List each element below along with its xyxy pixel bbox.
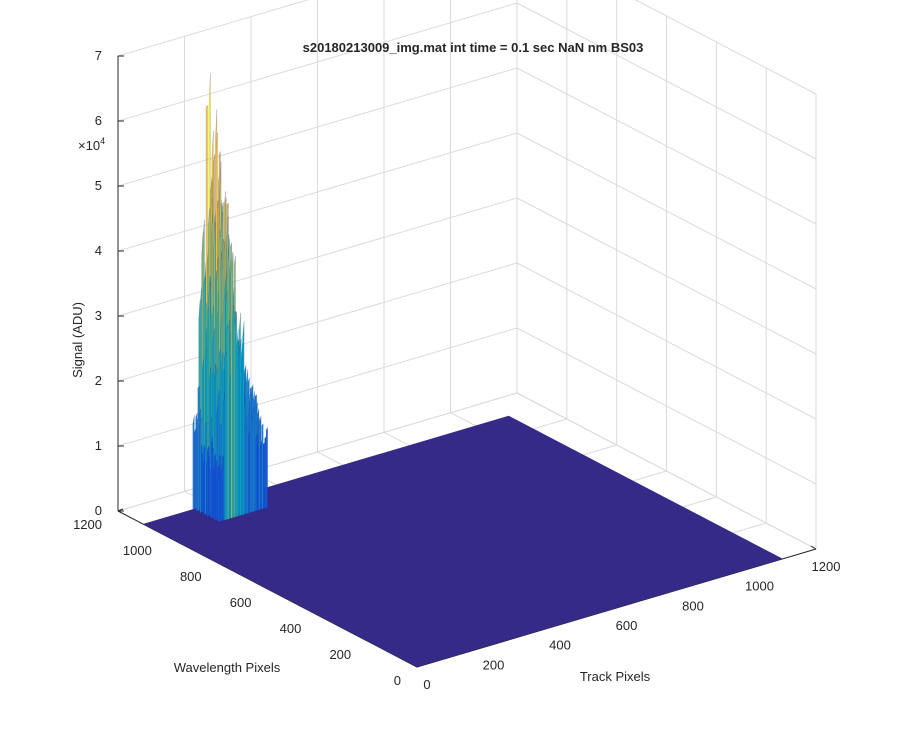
surface-peak-facet bbox=[255, 433, 258, 512]
surface-peak-facet bbox=[227, 319, 230, 520]
side-wall-grid-line bbox=[634, 0, 817, 95]
surface-peak-facet bbox=[241, 342, 243, 516]
x-tick-label: 0 bbox=[423, 677, 430, 692]
surface-peak-facet bbox=[251, 416, 254, 513]
back-wall-grid-line bbox=[117, 327, 518, 447]
y-axis-label: Wavelength Pixels bbox=[174, 660, 281, 675]
side-wall-grid-line bbox=[516, 392, 817, 550]
surface-plot bbox=[142, 73, 783, 667]
surface-peak-facet bbox=[219, 455, 221, 522]
back-wall-grid-line bbox=[117, 2, 518, 122]
surface-peak-facet bbox=[213, 453, 216, 521]
z-tick-label: 2 bbox=[95, 373, 102, 388]
x-tick-label: 1200 bbox=[812, 559, 841, 574]
back-wall-grid-line bbox=[117, 0, 310, 57]
y-tick-label: 1000 bbox=[123, 543, 152, 558]
x-tick-label: 1000 bbox=[745, 579, 774, 594]
surface-peak-facet bbox=[201, 453, 203, 513]
surface-peak-facet bbox=[208, 456, 211, 517]
surface-peak-facet bbox=[230, 251, 233, 519]
x-tick-label: 600 bbox=[616, 618, 638, 633]
surface-peak-facet bbox=[220, 467, 223, 522]
surface-peak-facet bbox=[217, 473, 220, 523]
surface-peak-facet bbox=[252, 406, 255, 512]
z-tick-label: 4 bbox=[95, 243, 102, 258]
x-axis-label: Track Pixels bbox=[580, 669, 651, 684]
surface-peak-facet bbox=[196, 418, 198, 512]
surface-base bbox=[142, 415, 783, 667]
surface-peak-facet bbox=[264, 436, 267, 509]
surface-peak-facet bbox=[223, 392, 226, 521]
y-tick-label: 0 bbox=[394, 673, 401, 688]
x-tick-mark bbox=[810, 545, 817, 550]
x-tick-label: 200 bbox=[483, 657, 505, 672]
surface-peak-facet bbox=[192, 415, 195, 510]
surface-peak-facet bbox=[224, 350, 227, 521]
surface-peak-facet bbox=[249, 387, 252, 513]
surface-peak-facet bbox=[254, 395, 256, 512]
side-wall-grid-line bbox=[516, 67, 817, 225]
surface-peak-facet bbox=[233, 311, 236, 518]
surface-peak-facet bbox=[229, 375, 232, 520]
side-wall-grid-line bbox=[516, 132, 817, 290]
y-tick-label: 1200 bbox=[73, 517, 102, 532]
side-wall-grid-line bbox=[516, 197, 817, 355]
surface-peak-facet bbox=[239, 338, 242, 516]
surface-peak-facet bbox=[260, 443, 262, 510]
surface-peak-facet bbox=[204, 421, 207, 515]
surface-peak-facet bbox=[206, 446, 209, 517]
y-tick-label: 800 bbox=[180, 569, 202, 584]
back-wall-grid-line bbox=[117, 392, 518, 512]
side-wall-grid-line bbox=[516, 327, 817, 485]
back-wall-grid-line bbox=[117, 197, 518, 317]
surface-peak-facet bbox=[194, 428, 196, 509]
chart-title: s20180213009_img.mat int time = 0.1 sec … bbox=[303, 40, 644, 55]
surface-peak-facet bbox=[245, 425, 248, 515]
z-multiplier: ×104 bbox=[78, 136, 105, 153]
z-tick-label: 7 bbox=[95, 48, 102, 63]
surface-peak-facet bbox=[257, 445, 259, 511]
surface-peak-facet bbox=[211, 447, 214, 519]
z-tick-label: 0 bbox=[95, 503, 102, 518]
surface-peak-facet bbox=[221, 455, 224, 522]
surface-peak-facet bbox=[248, 431, 251, 514]
surface-peak-facet bbox=[203, 444, 206, 515]
z-axis-label: Signal (ADU) bbox=[70, 302, 85, 378]
z-tick-label: 3 bbox=[95, 308, 102, 323]
surface-peak-facet bbox=[243, 396, 246, 515]
surface-peak-facet bbox=[199, 417, 202, 514]
surface-peak-facet bbox=[238, 345, 240, 517]
z-tick-label: 6 bbox=[95, 113, 102, 128]
surface-peak-facet bbox=[232, 305, 234, 519]
surface-peak-facet bbox=[242, 321, 245, 516]
surface-peak-facet bbox=[226, 325, 229, 520]
y-tick-label: 400 bbox=[280, 621, 302, 636]
surface-peak-facet bbox=[210, 468, 213, 519]
surface-peak-facet bbox=[197, 385, 200, 511]
x-tick-label: 800 bbox=[682, 598, 704, 613]
back-wall-grid-line bbox=[117, 132, 518, 252]
surface-peak-facet bbox=[265, 426, 268, 509]
tick-labels: 0200400600800100012000200400600800100012… bbox=[73, 48, 840, 692]
back-wall-grid-line bbox=[117, 262, 518, 382]
surface-peak-facet bbox=[258, 420, 261, 511]
y-tick-label: 200 bbox=[329, 647, 351, 662]
surface-peak-facet bbox=[215, 459, 218, 521]
surface-peak-facet bbox=[261, 423, 264, 510]
back-wall-grid-line bbox=[117, 67, 518, 187]
x-tick-label: 400 bbox=[549, 638, 571, 653]
side-wall-grid-line bbox=[516, 262, 817, 420]
surface-peak-facet bbox=[246, 412, 249, 514]
y-tick-label: 600 bbox=[230, 595, 252, 610]
surface-peak-facet bbox=[235, 312, 237, 518]
surface-peak-facet bbox=[236, 329, 239, 517]
z-tick-label: 1 bbox=[95, 438, 102, 453]
side-wall-grid-line bbox=[516, 2, 817, 160]
z-tick-label: 5 bbox=[95, 178, 102, 193]
surface-peak-facet bbox=[263, 442, 265, 509]
